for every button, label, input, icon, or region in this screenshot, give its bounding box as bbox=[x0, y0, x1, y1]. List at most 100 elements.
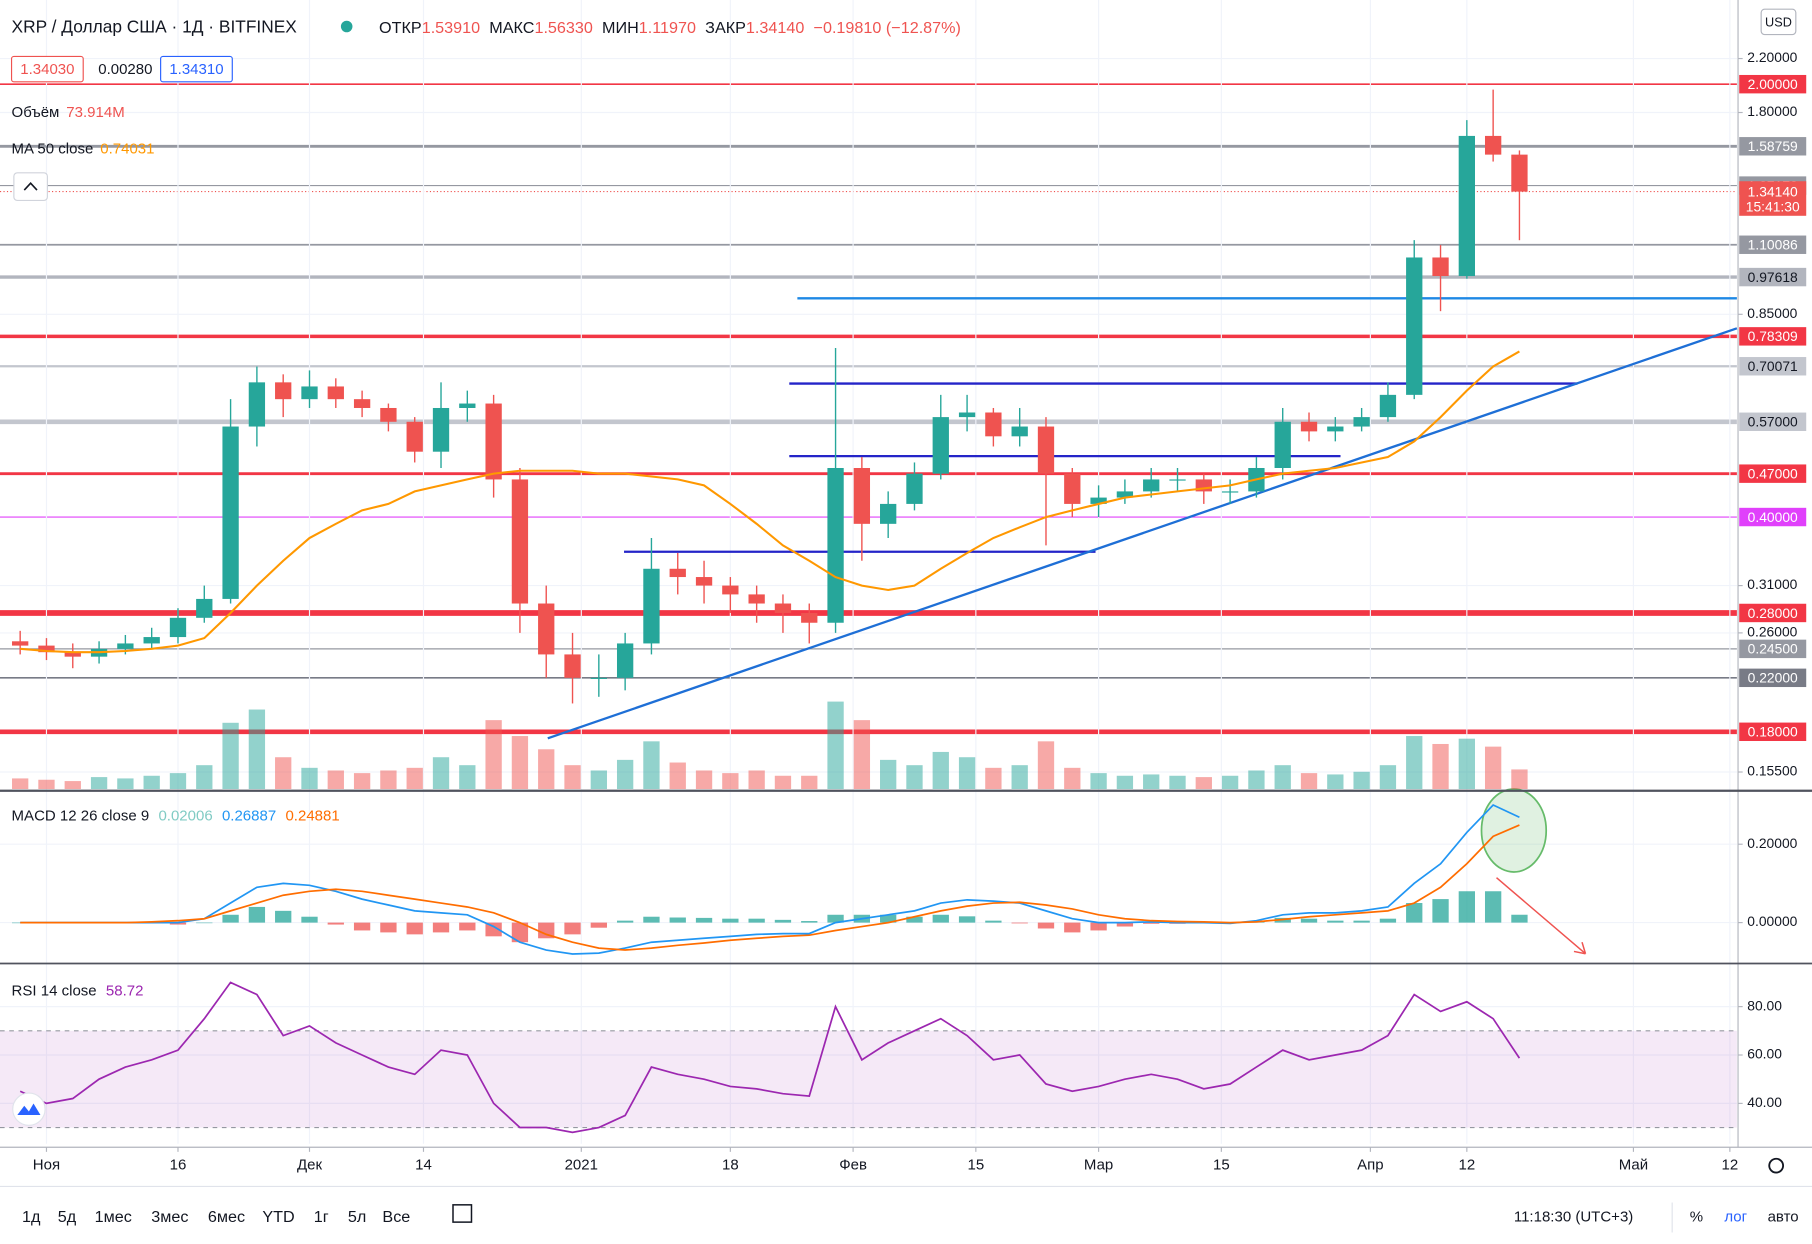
candle-body bbox=[169, 617, 187, 638]
arrow-head bbox=[1573, 941, 1587, 955]
candle-body bbox=[511, 479, 529, 604]
candle-body bbox=[985, 412, 1002, 437]
histogram-bar bbox=[1037, 922, 1055, 929]
volume-bar bbox=[485, 720, 502, 790]
ohlc-label: ЗАКР bbox=[705, 19, 746, 37]
ohlc-label: МИН bbox=[602, 19, 639, 37]
legend-ma: MA 50 close 0.74031 bbox=[12, 141, 155, 158]
volume-bar bbox=[1406, 736, 1423, 790]
candle-body bbox=[432, 407, 450, 452]
y-tick-label: 80.00 bbox=[1747, 997, 1782, 1013]
percent-toggle[interactable]: % bbox=[1690, 1208, 1703, 1225]
histogram-bar bbox=[564, 922, 581, 935]
level-label-bg bbox=[1739, 327, 1807, 346]
calendar-icon[interactable] bbox=[452, 1204, 473, 1223]
legend-value: 0.74031 bbox=[100, 141, 154, 158]
x-tick-label: 2021 bbox=[565, 1157, 598, 1174]
range-button[interactable]: 6мес bbox=[208, 1208, 245, 1226]
candle-body bbox=[880, 503, 897, 524]
histogram-bar bbox=[196, 922, 213, 924]
status-dot bbox=[340, 20, 353, 33]
candle-body bbox=[380, 407, 397, 422]
logo[interactable] bbox=[12, 1092, 46, 1126]
candle-body bbox=[327, 386, 344, 400]
range-button[interactable]: 5д bbox=[58, 1208, 77, 1226]
level-label: 0.18000 bbox=[1748, 724, 1798, 740]
y-tick-label: 60.00 bbox=[1747, 1046, 1782, 1062]
range-button[interactable]: 3мес bbox=[151, 1208, 188, 1226]
level-label-bg bbox=[1739, 235, 1807, 254]
logo-mark bbox=[17, 1103, 41, 1115]
candle-body bbox=[1143, 479, 1160, 492]
range-button[interactable]: Все bbox=[382, 1208, 410, 1226]
last-price-bg bbox=[1739, 181, 1807, 216]
volume-bar bbox=[248, 709, 266, 790]
range-button[interactable]: 5л bbox=[348, 1208, 366, 1226]
level-label: 0.78309 bbox=[1748, 328, 1798, 344]
level-label: 0.24500 bbox=[1748, 641, 1798, 657]
collapse-button[interactable] bbox=[13, 172, 48, 201]
histogram-bar bbox=[353, 922, 371, 931]
volume-bar bbox=[1090, 773, 1107, 790]
axis-layer: 2.20000 1.80000 0.85000 0.31000 0.26000 0.155… bbox=[33, 49, 1807, 1174]
histogram-bar bbox=[1511, 914, 1528, 923]
volume-bar bbox=[958, 757, 976, 790]
x-tick-label: Мар bbox=[1084, 1157, 1113, 1174]
ohlc-label: МАКС bbox=[489, 19, 535, 37]
candle-body bbox=[538, 603, 555, 655]
candle-body bbox=[1011, 426, 1028, 437]
volume-bar bbox=[748, 770, 765, 790]
legend-value: 0.26887 bbox=[222, 808, 276, 825]
chevron bbox=[23, 181, 38, 191]
last-price: 1.34140 bbox=[1748, 183, 1798, 199]
currency: USD bbox=[1765, 15, 1792, 29]
candle-body bbox=[932, 417, 949, 474]
volume-bar bbox=[143, 775, 160, 790]
histogram-bar bbox=[616, 920, 634, 923]
level-label-bg bbox=[1739, 639, 1807, 659]
histogram-bar bbox=[12, 922, 29, 924]
log-toggle[interactable]: лог bbox=[1724, 1208, 1747, 1225]
range-button[interactable]: 1г bbox=[314, 1208, 329, 1226]
x-tick-label: 16 bbox=[170, 1157, 187, 1174]
histogram-bar bbox=[1406, 903, 1423, 923]
bid: 1.34030 bbox=[20, 61, 74, 78]
x-tick-label: Фев bbox=[839, 1157, 867, 1174]
candle-body bbox=[1458, 135, 1475, 277]
indicator-line bbox=[20, 803, 1520, 955]
volume-bar bbox=[616, 759, 634, 790]
volume-bar bbox=[1064, 767, 1081, 790]
candle-body bbox=[1195, 479, 1212, 492]
range-button[interactable]: 1мес bbox=[95, 1208, 132, 1226]
ask-box[interactable] bbox=[160, 55, 233, 83]
ohlc-value: 1.56330 bbox=[534, 19, 592, 37]
level-label: 0.70071 bbox=[1748, 358, 1798, 374]
range-button[interactable]: YTD bbox=[262, 1208, 294, 1226]
candle-body bbox=[1116, 491, 1134, 498]
price-axis-bg bbox=[1738, 0, 1812, 1148]
volume-bar bbox=[1274, 765, 1291, 790]
candle-body bbox=[1300, 421, 1318, 432]
volume-bar bbox=[117, 778, 134, 790]
settings-icon[interactable] bbox=[1768, 1157, 1785, 1174]
level-label: 0.22000 bbox=[1748, 670, 1798, 686]
candle-body bbox=[590, 677, 607, 679]
y-tick-label: 0.26000 bbox=[1747, 624, 1797, 640]
ask: 1.34310 bbox=[169, 61, 223, 78]
range-button[interactable]: 1д bbox=[22, 1208, 41, 1226]
x-tick-label: 12 bbox=[1722, 1157, 1739, 1174]
currency-box[interactable] bbox=[1760, 8, 1797, 36]
candle-body bbox=[853, 467, 871, 524]
level-label-bg bbox=[1739, 668, 1807, 688]
candle-body bbox=[64, 652, 81, 657]
volume-bar bbox=[353, 773, 371, 790]
volume-bar bbox=[380, 770, 397, 790]
bid-box[interactable] bbox=[10, 55, 84, 83]
change: −0.19810 (−12.87%) bbox=[814, 19, 961, 37]
indicator-line bbox=[19, 981, 1521, 1134]
candle-body bbox=[906, 473, 923, 504]
histogram-bar bbox=[1143, 922, 1160, 924]
auto-toggle[interactable]: авто bbox=[1768, 1208, 1799, 1225]
x-tick-label: Дек bbox=[297, 1157, 323, 1174]
